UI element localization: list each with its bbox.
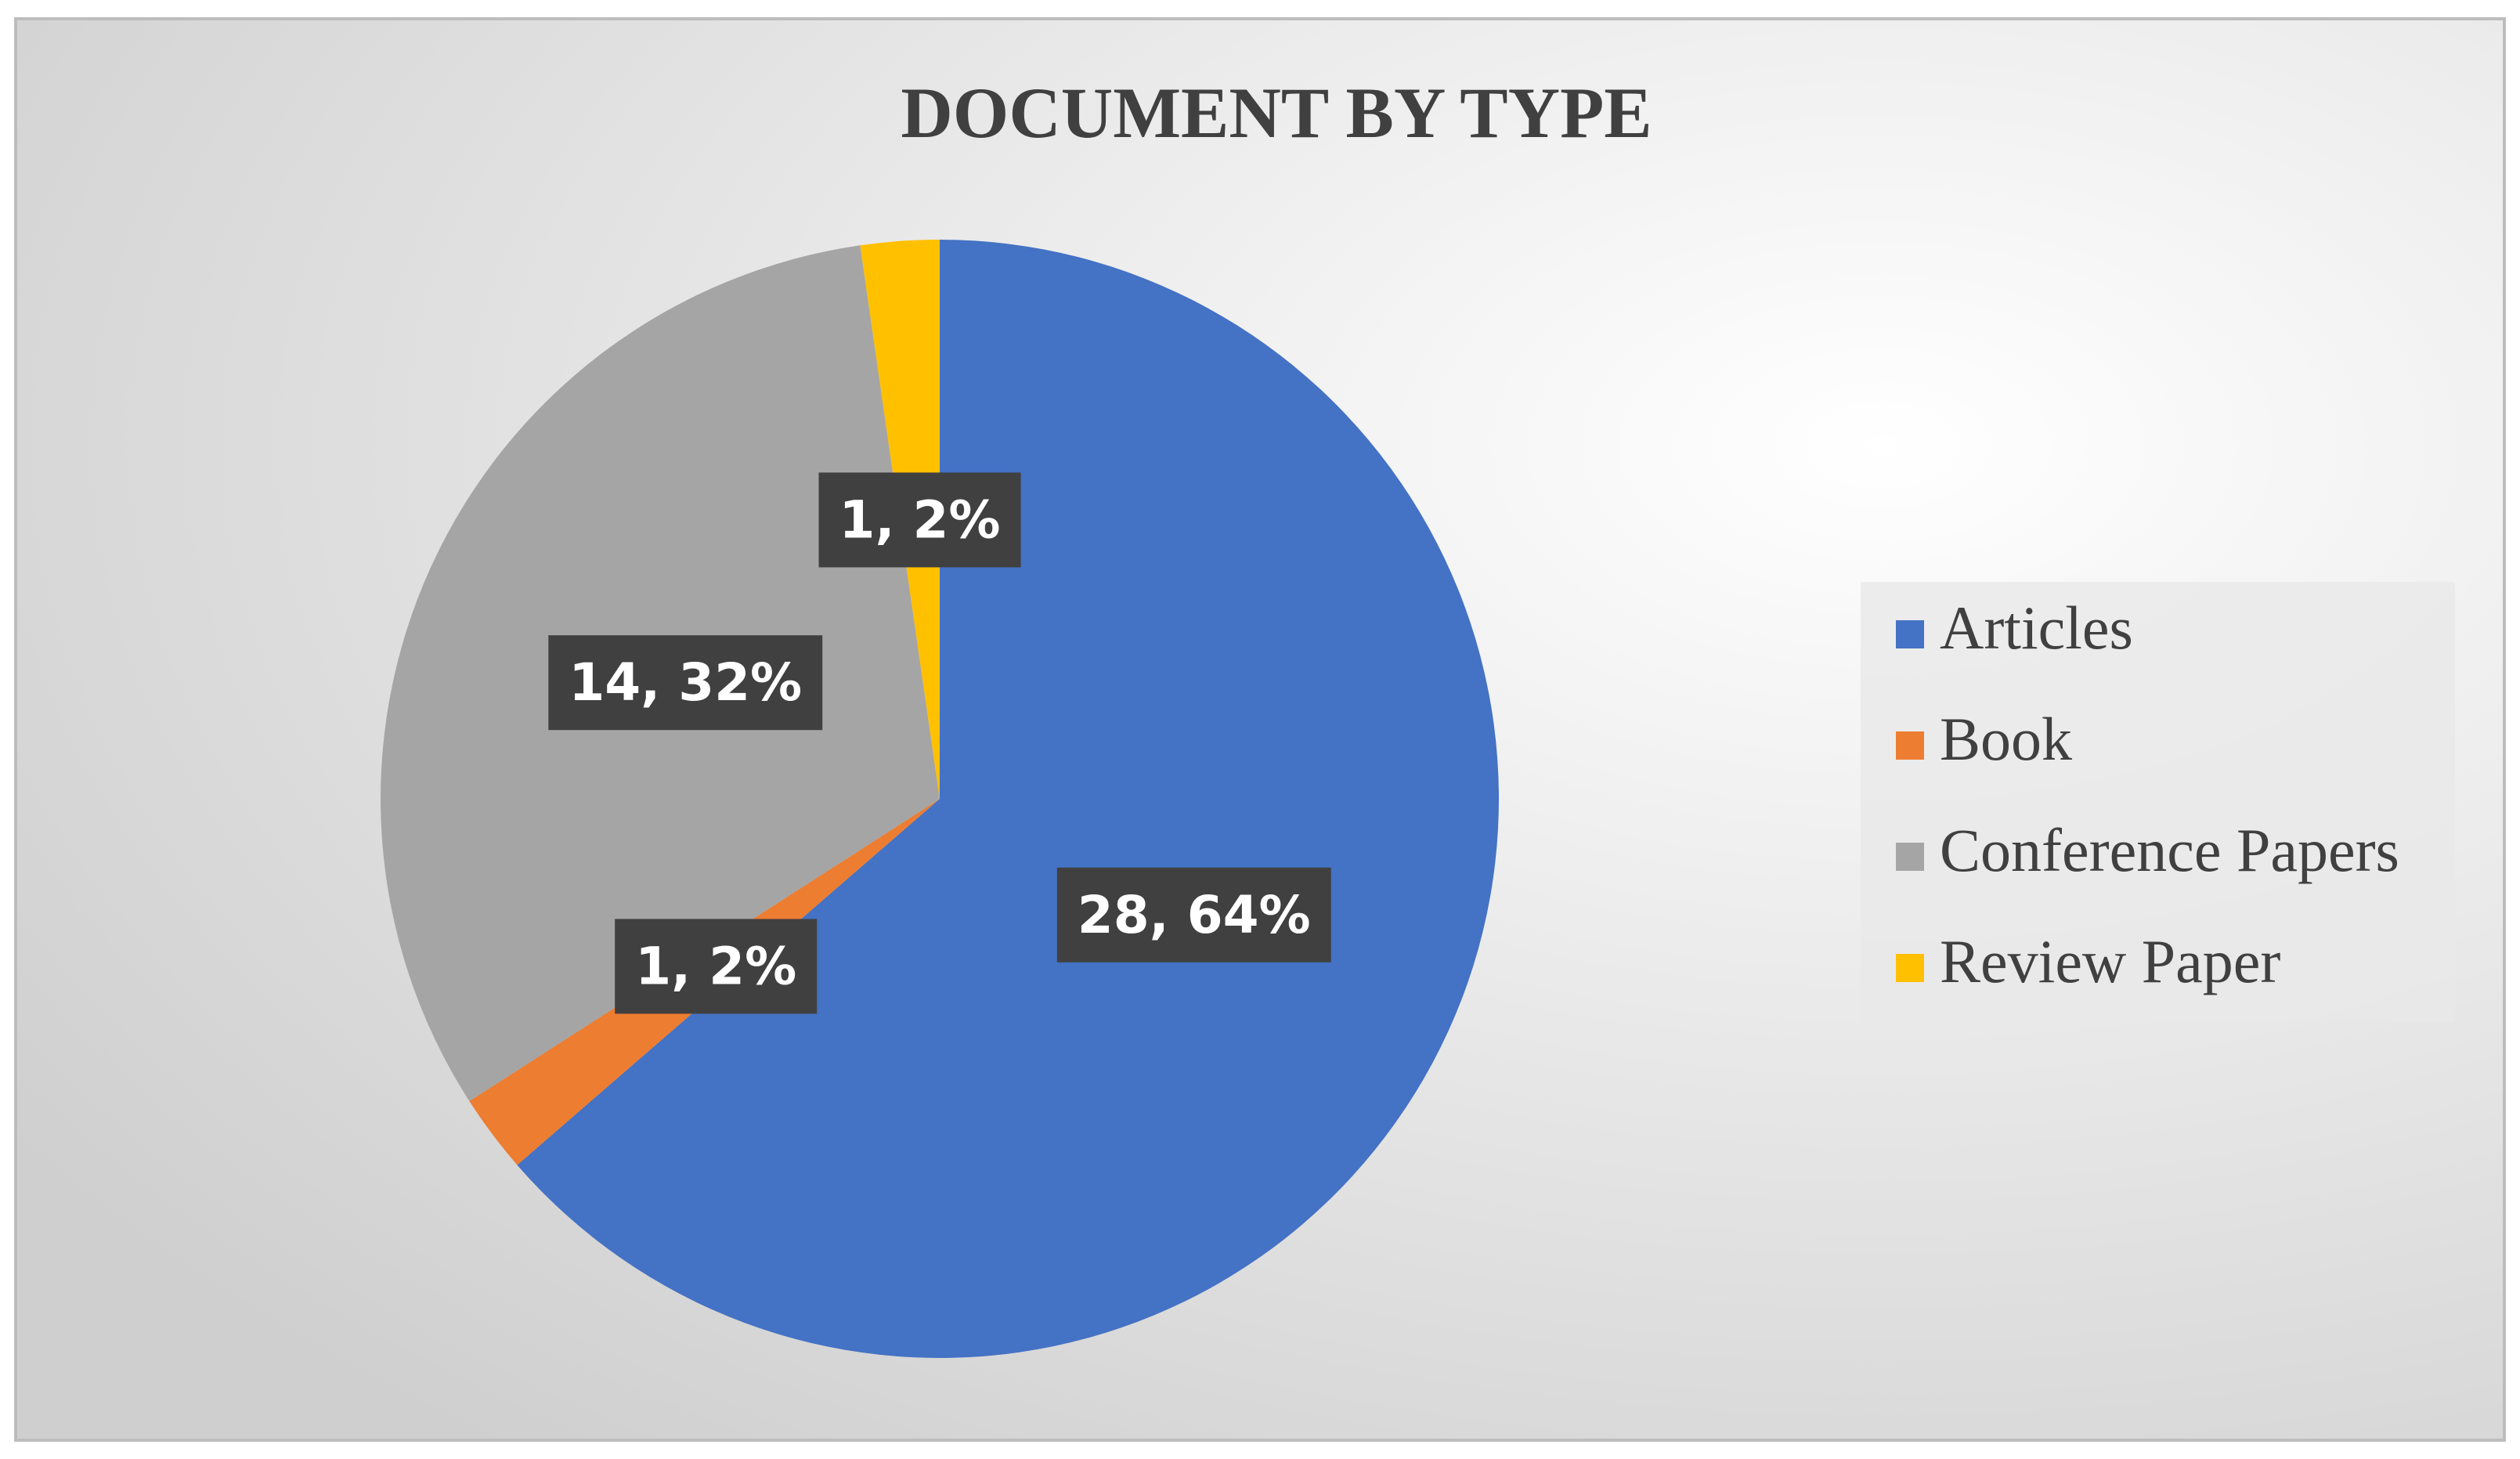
data-label-box xyxy=(548,635,823,731)
legend-label: Conference Papers xyxy=(1940,816,2399,884)
legend-box xyxy=(1861,582,2455,1022)
legend-swatch xyxy=(1896,843,1924,871)
chart-title: DOCUMENT BY TYPE xyxy=(901,73,1652,153)
data-label: 1, 2% xyxy=(839,489,1001,550)
data-label: 1, 2% xyxy=(635,936,796,996)
data-label: 14, 32% xyxy=(569,652,802,713)
legend-swatch xyxy=(1896,620,1924,648)
pie-slice xyxy=(517,240,1499,1358)
data-label: 28, 64% xyxy=(1078,885,1311,945)
legend-swatch xyxy=(1896,731,1924,760)
legend-swatch xyxy=(1896,954,1924,982)
legend-label: Book xyxy=(1940,705,2072,773)
legend-label: Review Paper xyxy=(1940,927,2280,995)
legend-label: Articles xyxy=(1940,594,2133,662)
data-label-box xyxy=(615,919,818,1014)
data-label-box xyxy=(818,472,1021,568)
data-label-box xyxy=(1056,867,1331,962)
